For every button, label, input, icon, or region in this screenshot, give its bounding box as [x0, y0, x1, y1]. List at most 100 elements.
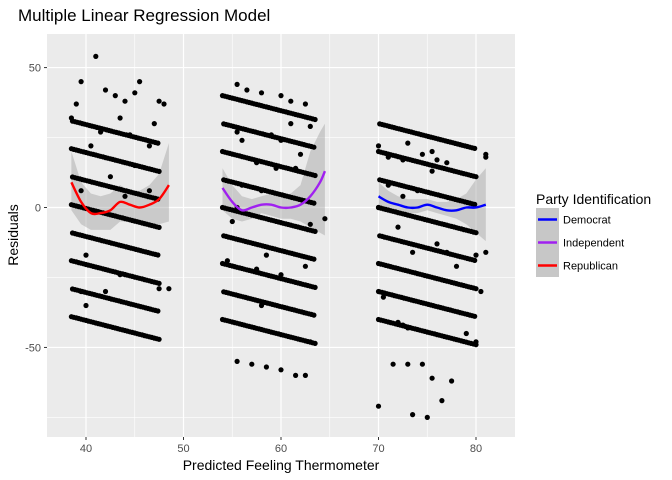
data-point: [419, 361, 425, 367]
data-point: [156, 286, 162, 292]
data-point: [288, 121, 294, 127]
data-point: [293, 372, 299, 378]
data-point: [107, 174, 113, 180]
data-point: [234, 129, 240, 135]
data-point: [414, 188, 421, 194]
data-point: [117, 272, 123, 278]
data-point: [405, 325, 411, 331]
data-point: [268, 132, 274, 138]
data-point: [405, 361, 411, 367]
data-point: [395, 224, 401, 230]
data-point: [78, 79, 84, 85]
data-point: [429, 148, 435, 155]
y-axis-title: Residuals: [5, 204, 21, 265]
data-point: [473, 339, 479, 345]
data-point: [258, 188, 265, 194]
data-point: [400, 157, 406, 163]
data-point: [322, 216, 328, 222]
x-tick-label: 80: [470, 443, 482, 455]
data-point: [288, 98, 294, 104]
data-point: [449, 378, 455, 384]
data-point: [293, 165, 299, 171]
data-point: [424, 414, 430, 420]
data-point: [302, 263, 308, 269]
data-point: [473, 252, 479, 258]
data-point: [278, 367, 284, 373]
data-point: [385, 182, 391, 188]
data-point: [68, 115, 74, 121]
data-point: [434, 241, 440, 247]
data-point: [463, 330, 469, 337]
data-point: [429, 168, 435, 174]
data-point: [311, 144, 317, 150]
data-point: [258, 90, 265, 96]
data-point: [132, 162, 138, 169]
data-point: [400, 322, 406, 328]
data-point: [472, 201, 478, 207]
data-point: [83, 302, 89, 309]
data-point: [117, 115, 123, 121]
data-point: [473, 230, 479, 236]
data-point: [385, 154, 391, 160]
data-point: [146, 143, 152, 149]
y-tick-label: -50: [25, 342, 41, 354]
data-point: [375, 288, 382, 295]
legend-label: Independent: [563, 238, 624, 250]
data-point: [375, 143, 382, 149]
data-point: [302, 372, 308, 378]
data-point: [98, 129, 104, 135]
data-point: [410, 412, 416, 418]
data-point: [472, 257, 478, 263]
data-point: [156, 98, 162, 104]
data-point: [278, 272, 284, 278]
data-point: [78, 288, 84, 295]
data-point: [155, 308, 161, 314]
data-point: [137, 79, 143, 85]
data-point: [156, 336, 162, 342]
x-axis: 40 50 60 70 80: [80, 437, 482, 455]
data-point: [151, 121, 157, 127]
data-point: [395, 319, 401, 325]
data-point: [155, 140, 161, 146]
data-point: [312, 116, 318, 123]
data-point: [390, 361, 396, 367]
data-point: [302, 101, 308, 107]
data-point: [112, 93, 118, 99]
data-point: [472, 313, 478, 319]
data-point: [263, 364, 269, 370]
data-point: [311, 256, 317, 262]
data-point: [102, 288, 109, 295]
data-point: [263, 252, 269, 258]
data-point: [239, 182, 245, 188]
data-point: [83, 252, 89, 258]
data-point: [375, 204, 382, 211]
data-point: [444, 160, 450, 166]
confidence-band-republican: [71, 143, 169, 230]
data-point: [312, 340, 318, 346]
data-point: [311, 200, 317, 206]
data-point: [483, 249, 489, 255]
data-point: [472, 145, 478, 151]
data-point: [429, 375, 435, 381]
data-point: [156, 168, 162, 174]
data-point: [478, 288, 484, 295]
data-point: [132, 90, 138, 96]
data-point: [439, 398, 445, 404]
confidence-band-independent: [222, 123, 325, 236]
data-point: [307, 339, 313, 345]
data-point: [312, 284, 318, 290]
data-point: [307, 221, 313, 227]
x-axis-title: Predicted Feeling Thermometer: [183, 457, 380, 473]
data-point: [244, 87, 250, 93]
x-tick-label: 70: [372, 443, 384, 455]
data-point: [400, 193, 406, 199]
data-point: [312, 228, 318, 234]
data-point: [483, 154, 489, 160]
data-point: [444, 249, 450, 255]
data-point: [161, 101, 167, 107]
data-point: [102, 87, 109, 93]
data-point: [122, 193, 128, 199]
data-points: [68, 53, 489, 420]
data-point: [473, 174, 479, 180]
